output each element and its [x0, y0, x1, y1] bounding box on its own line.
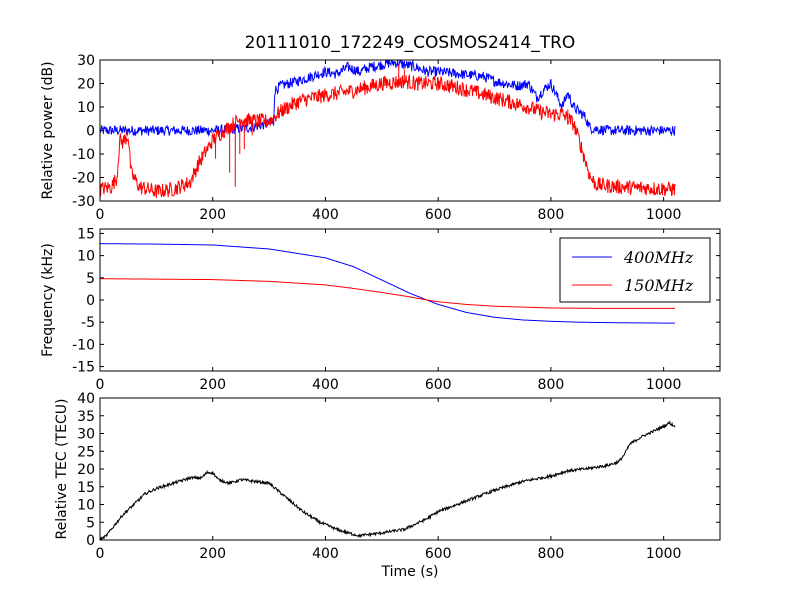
tec-y-tick-label: 35	[77, 409, 95, 425]
tec-y-tick-label: 15	[77, 480, 95, 496]
frequency-ylabel: Frequency (kHz)	[40, 243, 56, 357]
power-y-tick-label: -30	[72, 194, 95, 210]
power-y-tick-label: 30	[77, 53, 95, 69]
power-y-tick-label: 0	[86, 124, 95, 140]
frequency-plot-area	[100, 243, 675, 324]
frequency-y-tick-label: -5	[81, 315, 95, 331]
legend-box	[559, 237, 711, 303]
frequency-y-tick-label: -10	[72, 337, 95, 353]
power-ylabel: Relative power (dB)	[40, 61, 56, 199]
frequency-x-tick-label: 0	[96, 377, 105, 393]
legend-label-1: 150MHz	[624, 276, 694, 295]
frequency-y-tick-label: -15	[72, 360, 95, 376]
power-y-tick-label: 10	[77, 100, 95, 116]
power-x-tick-label: 600	[425, 207, 452, 223]
power-y-tick-label: -20	[72, 171, 95, 187]
tec-y-tick-label: 0	[86, 533, 95, 549]
tec-x-tick-label: 600	[425, 546, 452, 562]
tec-plot-area	[100, 420, 676, 540]
frequency-x-tick-label: 1000	[646, 377, 682, 393]
power-series-line-1	[100, 64, 676, 198]
frequency-y-tick-label: 0	[86, 293, 95, 309]
frequency-series-line-0	[100, 243, 675, 324]
tec-ylabel: Relative TEC (TECU)	[54, 399, 70, 540]
tec-series-line-0	[100, 420, 676, 540]
tec-y-tick-label: 5	[86, 515, 95, 531]
frequency-x-tick-label: 200	[199, 377, 226, 393]
tec-y-tick-label: 20	[77, 462, 95, 478]
tec-x-tick-label: 400	[312, 546, 339, 562]
power-series-line-0	[100, 60, 676, 138]
x-axis-label: Time (s)	[381, 564, 439, 580]
frequency-y-tick-label: 5	[86, 271, 95, 287]
power-panel: Relative power (dB) 0 200 400 600 800 1000-30…	[40, 53, 721, 223]
power-y-tick-label: -10	[72, 147, 95, 163]
frequency-series-line-1	[100, 278, 675, 309]
frequency-legend: 400MHz 150MHz	[559, 237, 711, 303]
power-x-tick-label: 0	[96, 207, 105, 223]
power-x-tick-label: 1000	[646, 207, 682, 223]
frequency-x-tick-label: 800	[538, 377, 565, 393]
power-x-tick-label: 200	[199, 207, 226, 223]
tec-x-tick-label: 0	[96, 546, 105, 562]
tec-y-tick-label: 10	[77, 498, 95, 514]
frequency-y-tick-label: 10	[77, 249, 95, 265]
legend-label-0: 400MHz	[623, 248, 694, 267]
tec-x-tick-label: 800	[538, 546, 565, 562]
frequency-x-tick-label: 600	[425, 377, 452, 393]
figure-title: 20111010_172249_COSMOS2414_TRO	[245, 33, 576, 53]
tec-x-tick-label: 200	[199, 546, 226, 562]
tec-y-tick-label: 40	[77, 391, 95, 407]
frequency-x-tick-label: 400	[312, 377, 339, 393]
power-plot-area	[100, 60, 676, 198]
tec-x-tick-label: 1000	[646, 546, 682, 562]
frequency-panel: Frequency (kHz) 0 200 400 600 800 1000 -15 -10 -…	[40, 226, 721, 393]
power-x-tick-label: 800	[538, 207, 565, 223]
tec-y-tick-label: 25	[77, 444, 95, 460]
tec-y-tick-label: 30	[77, 427, 95, 443]
tec-panel: Relative TEC (TECU) 0 200 400 600 800 1000051…	[54, 391, 721, 562]
frequency-y-tick-label: 15	[77, 226, 95, 242]
power-x-tick-label: 400	[312, 207, 339, 223]
power-y-tick-label: 20	[77, 77, 95, 93]
